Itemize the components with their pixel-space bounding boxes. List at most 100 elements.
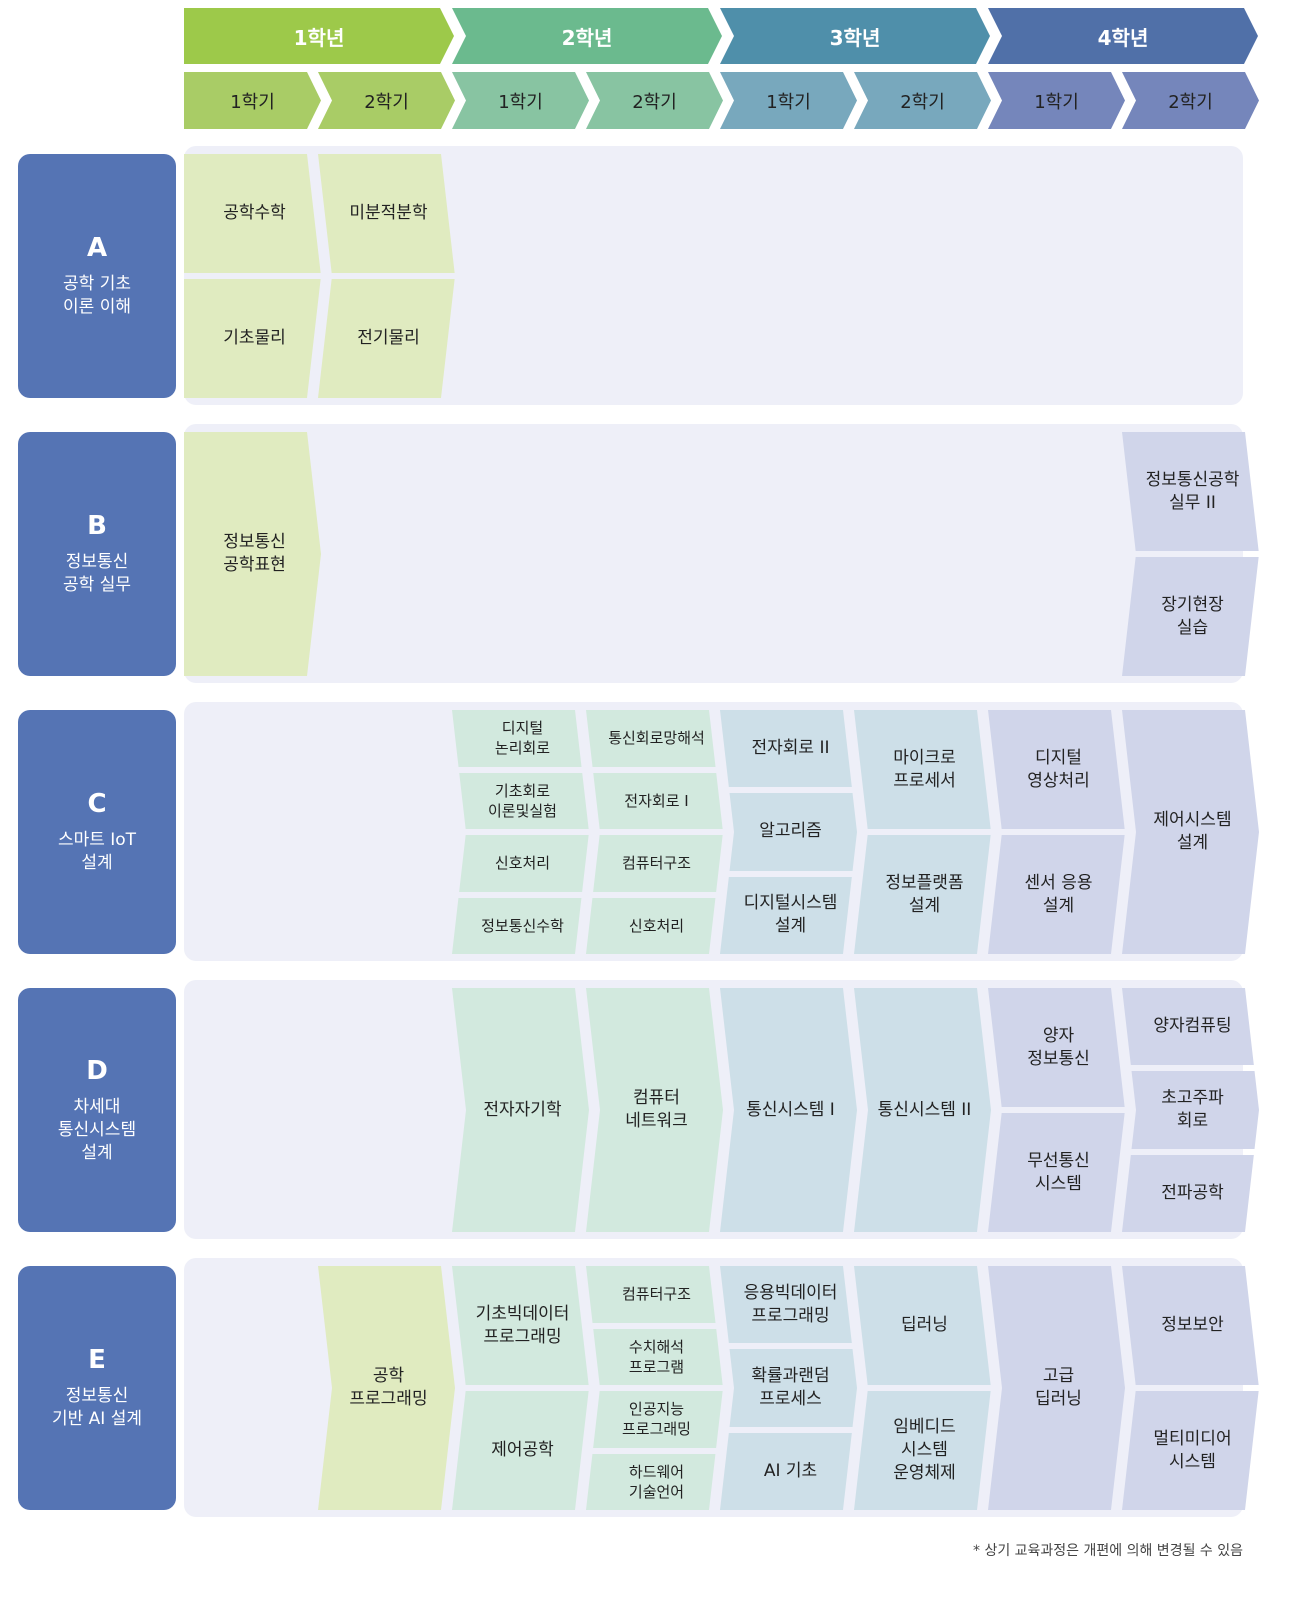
semester-header: 2학기: [1122, 72, 1259, 129]
category-name: 공학 기초 이론 이해: [63, 274, 131, 317]
category-name: 정보통신 기반 AI 설계: [51, 1386, 142, 1429]
course-column: 양자 정보통신 무선통신 시스템: [988, 988, 1125, 1232]
course-item: 초고주파 회로: [1122, 1071, 1259, 1149]
course-item: 전기물리: [318, 279, 455, 398]
course-item: 양자컴퓨팅: [1122, 988, 1259, 1066]
category-letter: E: [88, 1345, 106, 1375]
course-column: 전자자기학: [452, 988, 589, 1232]
semester-header: 2학기: [586, 72, 723, 129]
course-item: 공학 프로그래밍: [318, 1266, 455, 1510]
course-item: 기초회로 이론및실험: [452, 772, 589, 829]
category-e: E 정보통신 기반 AI 설계: [18, 1266, 176, 1510]
course-item: 무선통신 시스템: [988, 1113, 1125, 1232]
course-column: 기초빅데이터 프로그래밍 제어공학: [452, 1266, 589, 1510]
course-item: 하드웨어 기술언어: [586, 1453, 723, 1510]
course-item: 인공지능 프로그래밍: [586, 1391, 723, 1448]
course-item: 응용빅데이터 프로그래밍: [720, 1266, 857, 1344]
semester-header: 1학기: [452, 72, 589, 129]
row-panel-b: [184, 424, 1243, 683]
course-item: 장기현장 실습: [1122, 557, 1259, 676]
course-item: 디지털 영상처리: [988, 710, 1125, 829]
course-column: 마이크로 프로세서 정보플랫폼 설계: [854, 710, 991, 954]
course-item: 전자회로 II: [720, 710, 857, 788]
course-item: 전자자기학: [452, 988, 589, 1232]
category-name: 정보통신 공학 실무: [63, 552, 131, 595]
semester-header: 2학기: [318, 72, 455, 129]
category-name: 차세대 통신시스템 설계: [57, 1096, 137, 1163]
course-column: 미분적분학 전기물리: [318, 154, 455, 398]
course-item: 마이크로 프로세서: [854, 710, 991, 829]
semester-header: 1학기: [988, 72, 1125, 129]
course-item: 기초빅데이터 프로그래밍: [452, 1266, 589, 1385]
course-column: 통신시스템 I: [720, 988, 857, 1232]
course-column: 딥러닝 임베디드 시스템 운영체제: [854, 1266, 991, 1510]
semester-header: 1학기: [184, 72, 321, 129]
course-column: 정보보안 멀티미디어 시스템: [1122, 1266, 1259, 1510]
course-column: 공학수학 기초물리: [184, 154, 321, 398]
year-header: 3학년: [720, 8, 990, 64]
course-item: 신호처리: [586, 897, 723, 954]
course-item: 컴퓨터 네트워크: [586, 988, 723, 1232]
course-item: 공학수학: [184, 154, 321, 273]
category-letter: B: [87, 511, 107, 541]
footnote: * 상기 교육과정은 개편에 의해 변경될 수 있음: [973, 1543, 1243, 1559]
course-item: 컴퓨터구조: [586, 1266, 723, 1323]
course-item: 전자회로 I: [586, 772, 723, 829]
year-header: 2학년: [452, 8, 722, 64]
course-item: 기초물리: [184, 279, 321, 398]
category-letter: D: [86, 1055, 108, 1086]
year-header: 1학년: [184, 8, 454, 64]
category-b: B 정보통신 공학 실무: [18, 432, 176, 676]
course-item: 전파공학: [1122, 1154, 1259, 1232]
course-item: 제어시스템 설계: [1122, 710, 1259, 954]
course-item: 정보통신공학 실무 II: [1122, 432, 1259, 551]
category-name: 스마트 IoT 설계: [57, 830, 137, 873]
course-column: 정보통신 공학표현: [184, 432, 321, 676]
course-column: 공학 프로그래밍: [318, 1266, 455, 1510]
category-letter: A: [86, 233, 108, 263]
course-column: 응용빅데이터 프로그래밍 확률과랜덤 프로세스 AI 기초: [720, 1266, 857, 1510]
category-a: A 공학 기초 이론 이해: [18, 154, 176, 398]
course-item: 정보보안: [1122, 1266, 1259, 1385]
category-c: C 스마트 IoT 설계: [18, 710, 176, 954]
course-item: 신호처리: [452, 835, 589, 892]
course-item: 디지털시스템 설계: [720, 876, 857, 954]
course-column: 디지털 영상처리 센서 응용 설계: [988, 710, 1125, 954]
course-item: 멀티미디어 시스템: [1122, 1391, 1259, 1510]
course-item: 센서 응용 설계: [988, 835, 1125, 954]
semester-header: 1학기: [720, 72, 857, 129]
category-d: D 차세대 통신시스템 설계: [18, 988, 176, 1232]
course-item: 통신회로망해석: [586, 710, 723, 767]
course-item: 정보플랫폼 설계: [854, 835, 991, 954]
course-item: 컴퓨터구조: [586, 835, 723, 892]
course-item: AI 기초: [720, 1432, 857, 1510]
course-item: 디지털 논리회로: [452, 710, 589, 767]
course-item: 딥러닝: [854, 1266, 991, 1385]
course-column: 양자컴퓨팅 초고주파 회로 전파공학: [1122, 988, 1259, 1232]
course-column: 정보통신공학 실무 II 장기현장 실습: [1122, 432, 1259, 676]
course-item: 제어공학: [452, 1391, 589, 1510]
semester-header: 2학기: [854, 72, 991, 129]
course-item: 임베디드 시스템 운영체제: [854, 1391, 991, 1510]
course-column: 통신시스템 II: [854, 988, 991, 1232]
course-column: 고급 딥러닝: [988, 1266, 1125, 1510]
course-item: 미분적분학: [318, 154, 455, 273]
course-column: 통신회로망해석 전자회로 I 컴퓨터구조 신호처리: [586, 710, 723, 954]
course-item: 수치해석 프로그램: [586, 1328, 723, 1385]
course-column: 전자회로 II 알고리즘 디지털시스템 설계: [720, 710, 857, 954]
category-letter: C: [87, 789, 107, 819]
course-item: 양자 정보통신: [988, 988, 1125, 1107]
course-column: 제어시스템 설계: [1122, 710, 1259, 954]
course-item: 통신시스템 I: [720, 988, 857, 1232]
year-header: 4학년: [988, 8, 1258, 64]
course-item: 고급 딥러닝: [988, 1266, 1125, 1510]
course-item: 정보통신수학: [452, 897, 589, 954]
course-item: 확률과랜덤 프로세스: [720, 1349, 857, 1427]
course-item: 정보통신 공학표현: [184, 432, 321, 676]
course-item: 알고리즘: [720, 793, 857, 871]
course-item: 통신시스템 II: [854, 988, 991, 1232]
course-column: 컴퓨터 네트워크: [586, 988, 723, 1232]
